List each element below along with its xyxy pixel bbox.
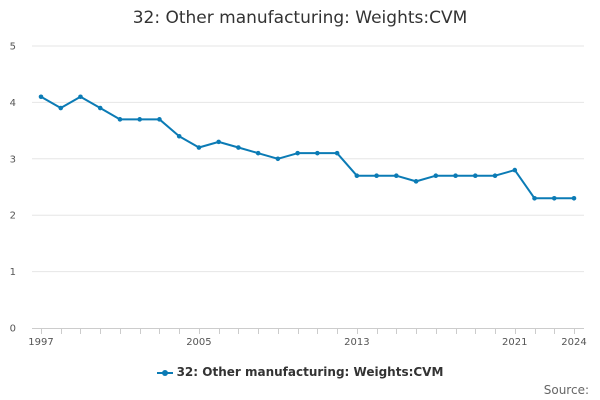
data-point[interactable] (433, 173, 439, 179)
legend-symbol (156, 368, 173, 378)
data-point[interactable] (492, 173, 498, 179)
y-tick-label: 5 (10, 42, 16, 53)
x-tick-label: 2005 (186, 337, 211, 348)
data-point[interactable] (275, 156, 281, 162)
data-point[interactable] (137, 117, 143, 122)
data-point[interactable] (117, 117, 123, 122)
data-point[interactable] (78, 94, 83, 100)
y-tick-label: 2 (10, 211, 16, 222)
data-point[interactable] (374, 173, 379, 179)
series-layer (38, 94, 577, 201)
source-label: Source: (543, 383, 589, 397)
data-point[interactable] (97, 105, 103, 111)
data-point[interactable] (354, 173, 360, 179)
x-axis-tick-labels: 1997 2005 2013 2021 2024 (28, 337, 586, 348)
data-point[interactable] (216, 139, 221, 145)
axes (32, 328, 584, 334)
data-point[interactable] (453, 173, 458, 179)
data-point[interactable] (236, 145, 241, 150)
legend[interactable]: 32: Other manufacturing: Weights:CVM (0, 365, 600, 379)
data-point[interactable] (334, 150, 340, 156)
data-point[interactable] (157, 117, 162, 122)
data-point[interactable] (176, 133, 182, 139)
data-point[interactable] (255, 150, 261, 156)
data-point[interactable] (551, 195, 557, 201)
x-tick-label: 1997 (28, 337, 53, 348)
x-tick-label: 2021 (502, 337, 527, 348)
grid-lines (32, 45, 584, 273)
data-point[interactable] (472, 173, 478, 179)
data-point[interactable] (413, 179, 419, 184)
data-point[interactable] (512, 167, 518, 173)
chart-title: 32: Other manufacturing: Weights:CVM (132, 8, 468, 28)
data-point[interactable] (532, 195, 537, 201)
data-point[interactable] (315, 150, 320, 156)
y-tick-label: 0 (10, 324, 16, 335)
data-point[interactable] (58, 105, 64, 111)
data-point[interactable] (295, 150, 300, 156)
y-tick-label: 3 (10, 154, 16, 165)
series-line-0 (40, 95, 574, 200)
data-point[interactable] (394, 173, 399, 179)
legend-label: 32: Other manufacturing: Weights:CVM (176, 365, 444, 379)
data-point[interactable] (38, 94, 44, 100)
data-point[interactable] (571, 195, 577, 201)
y-tick-label: 1 (10, 267, 16, 278)
y-tick-label: 4 (10, 98, 16, 109)
data-point[interactable] (196, 145, 202, 150)
x-tick-label: 2024 (561, 337, 586, 348)
x-tick-label: 2013 (344, 337, 369, 348)
y-axis-tick-labels: 0 1 2 3 4 5 (10, 42, 16, 335)
